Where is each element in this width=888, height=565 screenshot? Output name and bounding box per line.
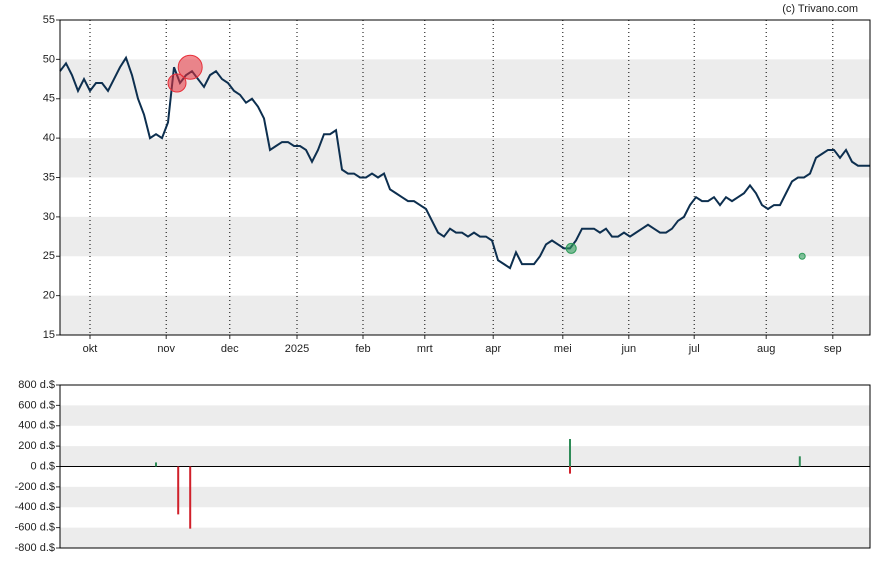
plot-frame	[59, 384, 871, 549]
y-tick-label: -600 d.$	[15, 522, 55, 534]
bar	[569, 438, 571, 467]
grid-band	[60, 138, 870, 178]
y-tick-label: -800 d.$	[15, 542, 55, 554]
x-tick-label: sep	[824, 343, 842, 355]
y-tick-label: 40	[43, 132, 55, 144]
grid-band	[60, 295, 870, 335]
grid-band	[60, 527, 870, 548]
trade-marker	[565, 242, 577, 254]
y-tick-label: 600 d.$	[18, 399, 55, 411]
x-tick-label: 2025	[285, 343, 309, 355]
source: (c) Trivano.com	[782, 3, 858, 15]
grid-band	[60, 486, 870, 508]
y-tick-label: -200 d.$	[15, 481, 55, 493]
y-tick-label: 45	[43, 93, 55, 105]
x-tick-label: jun	[620, 343, 636, 355]
bar	[155, 462, 157, 467]
y-tick-label: 50	[43, 53, 55, 65]
trade-marker	[167, 73, 187, 93]
bar	[798, 456, 801, 467]
y-tick-label: 400 d.$	[18, 420, 55, 432]
y-tick-label: 30	[43, 211, 55, 223]
plot-frame	[59, 19, 871, 336]
grid-band	[60, 446, 870, 467]
y-tick-label: 200 d.$	[18, 440, 55, 452]
y-tick-label: 0 d.$	[31, 460, 55, 472]
grid-band	[60, 216, 870, 257]
bar	[189, 466, 192, 529]
y-tick-label: 25	[43, 250, 55, 262]
y-tick-label: 15	[43, 329, 55, 341]
trade-marker	[798, 252, 806, 260]
trade-marker	[177, 54, 203, 80]
bar	[177, 466, 180, 515]
y-tick-label: 20	[43, 290, 55, 302]
x-tick-label: aug	[757, 343, 775, 355]
x-tick-label: nov	[157, 343, 175, 355]
x-tick-label: feb	[355, 343, 370, 355]
y-tick-label: 35	[43, 171, 55, 183]
x-tick-label: okt	[83, 343, 98, 355]
grid-band	[60, 405, 870, 426]
y-tick-label: 800 d.$	[18, 379, 55, 391]
bar	[569, 466, 571, 474]
y-tick-label: 55	[43, 14, 55, 26]
x-tick-label: apr	[485, 343, 501, 355]
x-tick-label: mrt	[417, 343, 433, 355]
x-tick-label: dec	[221, 343, 239, 355]
y-tick-label: -400 d.$	[15, 501, 55, 513]
x-tick-label: jul	[688, 343, 700, 355]
x-tick-label: mei	[554, 343, 572, 355]
